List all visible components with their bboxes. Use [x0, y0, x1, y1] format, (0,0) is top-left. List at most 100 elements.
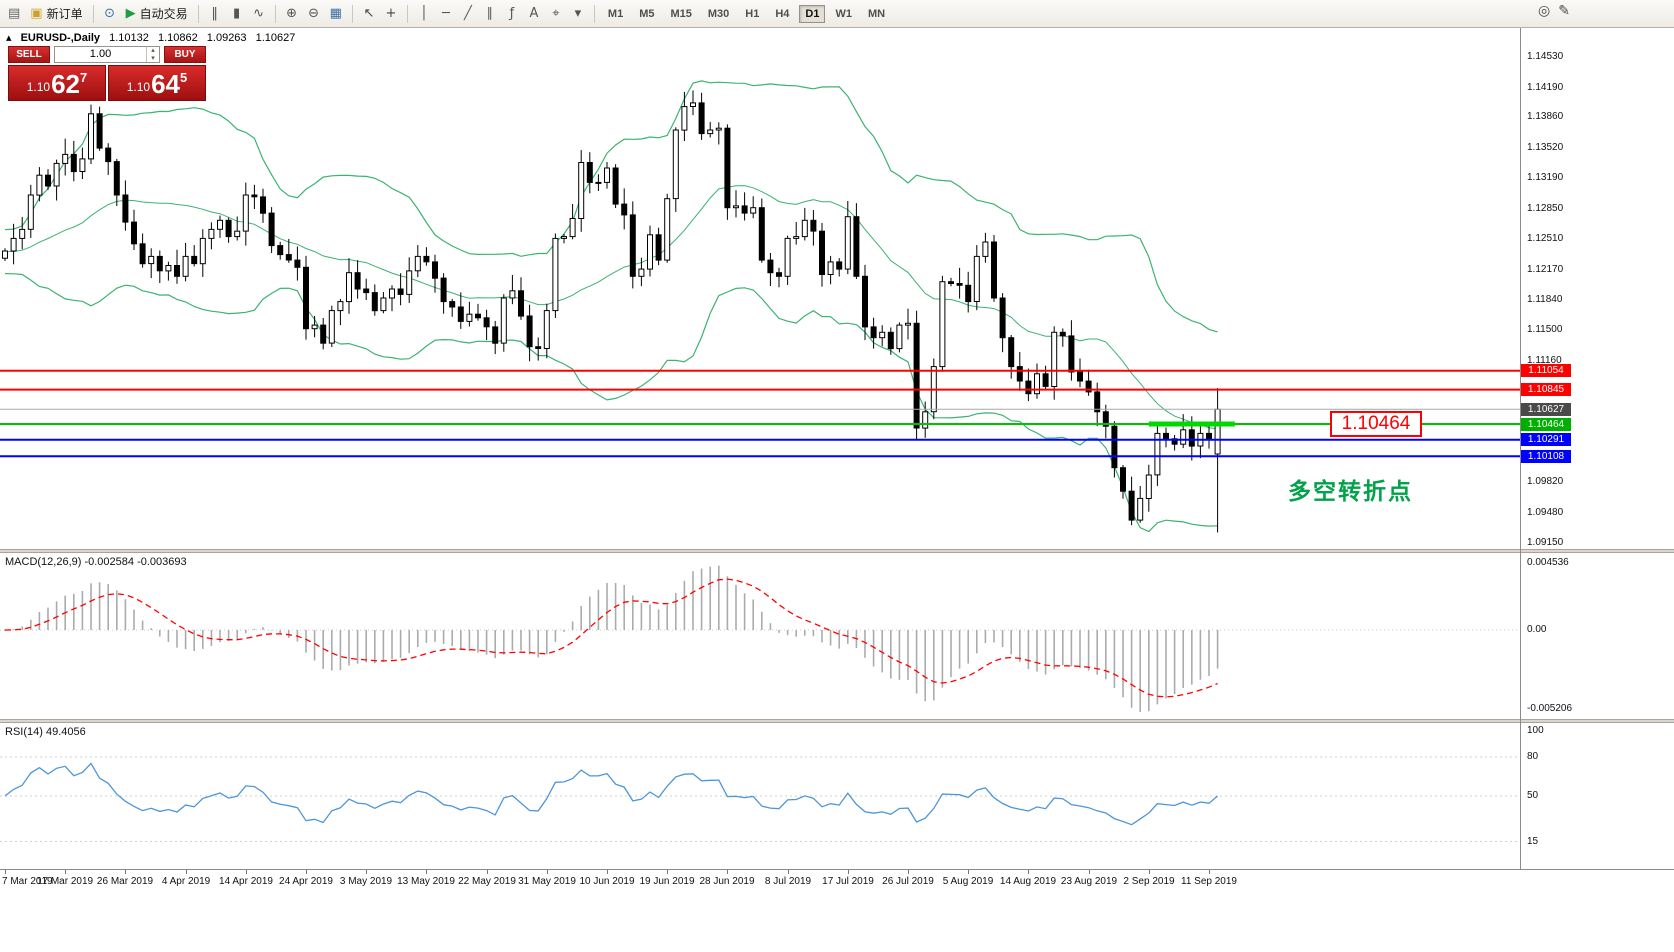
date-tick-label: 5 Aug 2019: [942, 876, 994, 887]
trend-highlight-segment[interactable]: [1148, 421, 1235, 427]
zoom-out-icon[interactable]: ⊖: [304, 4, 324, 24]
fibonacci-icon[interactable]: ƒ: [502, 4, 522, 24]
tile-windows-icon[interactable]: ▦: [326, 4, 346, 24]
timeframe-m5-button[interactable]: M5: [639, 7, 655, 20]
date-tick-label: 17 Jul 2019: [822, 876, 874, 887]
price-tick-label: 1.09150: [1527, 537, 1564, 548]
date-tick-label: 22 May 2019: [458, 876, 516, 887]
zoom-in-icon[interactable]: ⊕: [282, 4, 302, 24]
time-tick: [667, 870, 668, 874]
ask-price-main: 1.10: [126, 80, 151, 94]
indicator-scale-label: 0.00: [1527, 624, 1547, 635]
ohlc-low: 1.09263: [206, 32, 247, 44]
panel-splitter[interactable]: [0, 719, 1674, 723]
price-tick-label: 1.13520: [1527, 142, 1564, 153]
timeframe-d1-button[interactable]: D1: [799, 4, 826, 23]
price-level-badge: 1.10464: [1521, 418, 1571, 431]
time-tick: [65, 870, 66, 874]
date-tick-label: 10 Jun 2019: [579, 876, 635, 887]
shapes-dropdown-icon[interactable]: ▾: [568, 4, 588, 24]
price-level-badge: 1.10845: [1521, 383, 1571, 396]
candlestick-chart-icon[interactable]: ▮: [227, 4, 247, 24]
new-chart-icon: ▤: [8, 6, 21, 21]
text-icon[interactable]: A: [524, 4, 544, 24]
time-tick: [487, 870, 488, 874]
timeframe-m30-button[interactable]: M30: [707, 7, 730, 20]
label-icon[interactable]: ⌖: [546, 4, 566, 24]
main-chart-canvas[interactable]: [0, 28, 1520, 549]
symbol-period-label: EURUSD-,Daily: [20, 32, 101, 44]
volume-field[interactable]: 1.00 ▴ ▾: [54, 46, 160, 63]
timeframe-w1-button[interactable]: W1: [835, 7, 852, 20]
buy-button[interactable]: BUY: [164, 46, 206, 63]
magnifier-icon[interactable]: ◎: [1538, 3, 1551, 19]
volume-spinner[interactable]: ▴ ▾: [146, 47, 159, 62]
channel-icon[interactable]: ∥: [480, 4, 500, 24]
toolbar-separator: [274, 4, 276, 23]
price-tick-label: 1.11500: [1527, 324, 1563, 335]
indicator-scale-label: 80: [1527, 751, 1539, 762]
fibonacci-icon: ƒ: [509, 6, 515, 21]
indicator-scale-label: 15: [1527, 836, 1539, 847]
date-tick-label: 23 Aug 2019: [1060, 876, 1118, 887]
auto-trading-button-label: 自动交易: [139, 7, 188, 21]
indicator-scale-label: -0.005206: [1527, 703, 1573, 714]
chart-annotation[interactable]: 多空转折点: [1288, 478, 1413, 504]
date-tick-label: 3 May 2019: [339, 876, 393, 887]
macd-signal-line: [4, 578, 1218, 698]
price-level-flag[interactable]: 1.10464: [1330, 411, 1422, 437]
spin-up-icon[interactable]: ▴: [151, 47, 155, 54]
price-tick-label: 1.11840: [1527, 294, 1563, 305]
new-chart-icon[interactable]: ▤: [4, 4, 24, 24]
bar-chart-icon[interactable]: ‖: [205, 4, 225, 24]
toolbar-separator: [406, 4, 408, 23]
time-tick: [727, 870, 728, 874]
timeframe-m15-button[interactable]: M15: [670, 7, 692, 20]
toolbar-separator: [593, 4, 595, 23]
price-level-badge: 1.11054: [1521, 364, 1571, 377]
panel-splitter[interactable]: [0, 549, 1674, 553]
auto-trading-play-icon: ▶: [125, 6, 136, 21]
zoom-out-icon: ⊖: [308, 6, 320, 21]
time-tick: [1209, 870, 1210, 874]
time-tick: [186, 870, 187, 874]
auto-trading-button[interactable]: ▶ 自动交易: [122, 4, 192, 24]
timeframe-h1-button[interactable]: H1: [745, 7, 760, 20]
vertical-line-icon[interactable]: │: [414, 4, 434, 24]
shapes-dropdown-icon: ▾: [574, 6, 582, 21]
timeframe-h4-button[interactable]: H4: [775, 7, 790, 20]
trendline-icon[interactable]: ╱: [458, 4, 478, 24]
vertical-line-icon: │: [420, 6, 428, 21]
trendline-icon: ╱: [464, 6, 472, 21]
horizontal-line-icon[interactable]: ─: [436, 4, 456, 24]
price-tick-label: 1.12170: [1527, 264, 1564, 275]
date-tick-label: 31 May 2019: [518, 876, 576, 887]
buy-price-button[interactable]: 1.10 64 5: [108, 65, 206, 101]
collapse-icon[interactable]: ▴: [6, 32, 12, 44]
spin-down-icon[interactable]: ▾: [151, 54, 155, 62]
new-order-button[interactable]: ▣ 新订单: [26, 4, 86, 24]
ask-price-big: 64: [151, 69, 181, 99]
line-chart-icon[interactable]: ∿: [249, 4, 269, 24]
price-level-badge: 1.10108: [1521, 450, 1571, 463]
pencil-icon[interactable]: ✎: [1558, 3, 1570, 19]
timeframe-m1-button[interactable]: M1: [607, 7, 624, 20]
cursor-icon[interactable]: ↖: [359, 4, 379, 24]
date-tick-label: 26 Mar 2019: [96, 876, 154, 887]
crosshair-icon[interactable]: +: [381, 4, 401, 24]
toolbar-separator: [92, 4, 94, 23]
timeframe-mn-button[interactable]: MN: [867, 7, 886, 20]
sell-button[interactable]: SELL: [8, 46, 50, 63]
time-axis[interactable]: 7 Mar 2019 17 Mar 2019 26 Mar 2019 4 Apr 20…: [0, 869, 1674, 890]
horizontal-line-icon: ─: [442, 6, 450, 21]
macd-panel-canvas[interactable]: [0, 553, 1520, 719]
rsi-panel-canvas[interactable]: [0, 723, 1520, 869]
ohlc-open: 1.10132: [109, 32, 149, 44]
indicator-scale-label: 0.004536: [1527, 557, 1569, 568]
time-tick: [848, 870, 849, 874]
compass-icon[interactable]: ⊙: [100, 4, 120, 24]
date-tick-label: 11 Sep 2019: [1181, 876, 1237, 887]
rsi-line: [4, 762, 1219, 826]
sell-price-button[interactable]: 1.10 62 7: [8, 65, 106, 101]
volume-value[interactable]: 1.00: [89, 48, 112, 60]
